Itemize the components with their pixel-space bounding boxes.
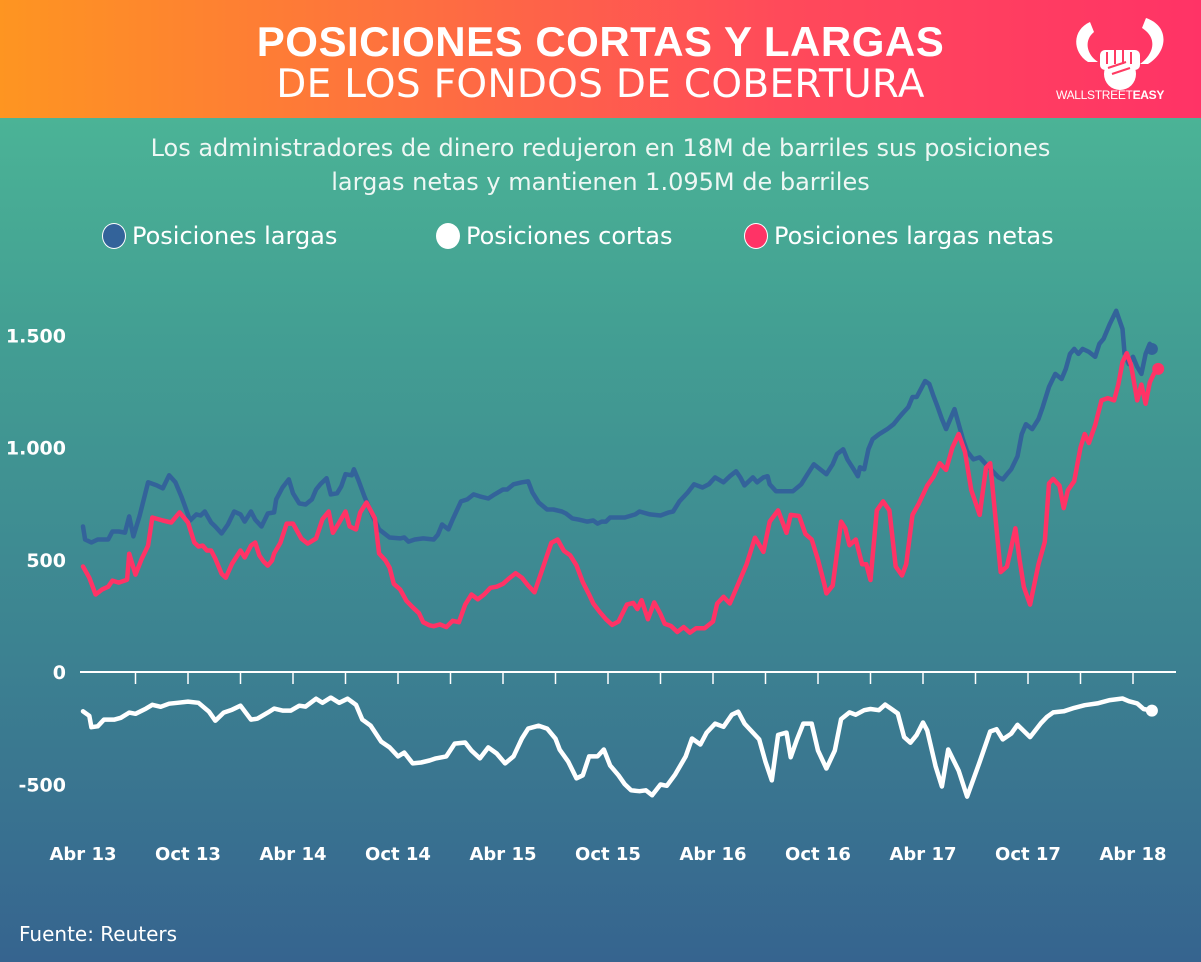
legend-dot-longs-icon: [102, 223, 126, 249]
series-end-marker-2: [1152, 362, 1165, 375]
logo-text-bold: EASY: [1132, 88, 1165, 102]
x-tick-label: Abr 18: [1099, 844, 1166, 865]
legend-item-longs: Posiciones largas: [102, 222, 337, 250]
legend-label-shorts: Posiciones cortas: [466, 222, 673, 250]
series-line-0: [80, 308, 1155, 545]
x-tick-label: Abr 16: [679, 844, 746, 865]
legend-dot-net-icon: [744, 223, 768, 249]
series-line-2: [80, 350, 1161, 635]
legend-item-net: Posiciones largas netas: [744, 222, 1054, 250]
x-tick-label: Abr 14: [259, 844, 326, 865]
series-end-marker-0: [1145, 342, 1158, 355]
logo-wordmark: WALLSTREETEASY: [1056, 88, 1164, 102]
y-tick-label: 500: [26, 550, 66, 572]
title-line-2: DE LOS FONDOS DE COBERTURA: [276, 62, 925, 107]
legend-dot-shorts-icon: [436, 223, 460, 249]
legend-label-longs: Posiciones largas: [132, 222, 338, 250]
subtitle-line-2: largas netas y mantienen 1.095M de barri…: [331, 168, 870, 196]
series-end-marker-1: [1145, 704, 1158, 717]
x-tick-label: Abr 15: [469, 844, 536, 865]
header-banner: POSICIONES CORTAS Y LARGAS DE LOS FONDOS…: [0, 0, 1201, 118]
series-line-1: [80, 695, 1155, 799]
series-lines: [80, 308, 1165, 799]
x-tick-label: Abr 17: [889, 844, 956, 865]
x-tick-label: Abr 13: [49, 844, 116, 865]
legend-label-net: Posiciones largas netas: [774, 222, 1054, 250]
subtitle-line-1: Los administradores de dinero redujeron …: [150, 134, 1051, 162]
x-tick-label: Oct 17: [995, 844, 1061, 865]
x-tick-label: Oct 15: [575, 844, 641, 865]
y-axis: 1.500 1.000 500 0 -500: [6, 325, 66, 796]
title-line-1: POSICIONES CORTAS Y LARGAS: [256, 18, 945, 65]
legend: Posiciones largas Posiciones cortas Posi…: [0, 222, 1201, 258]
bull-horns-fist-icon: [1076, 18, 1164, 90]
y-tick-label: -500: [18, 774, 66, 796]
y-tick-label: 0: [53, 662, 66, 684]
x-tick-label: Oct 13: [155, 844, 221, 865]
source-note: Fuente: Reuters: [19, 922, 178, 946]
y-tick-label: 1.000: [6, 438, 66, 460]
logo-text-light: WALLSTREET: [1056, 88, 1133, 102]
x-axis: Abr 13 Oct 13 Abr 14 Oct 14 Abr 15 Oct 15 Abr …: [49, 671, 1176, 865]
x-tick-label: Oct 14: [365, 844, 431, 865]
x-tick-label: Oct 16: [785, 844, 851, 865]
y-tick-label: 1.500: [6, 325, 66, 347]
legend-item-shorts: Posiciones cortas: [436, 222, 673, 250]
